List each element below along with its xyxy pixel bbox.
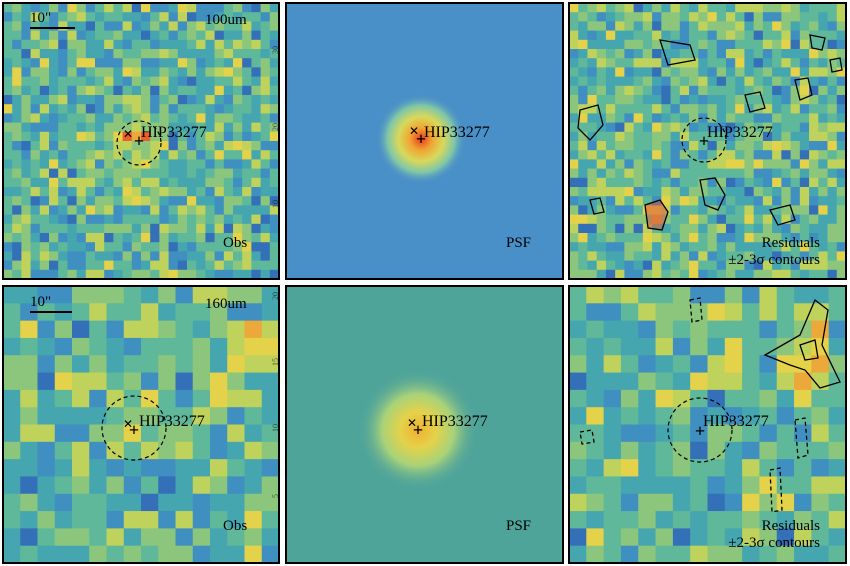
aperture-circle — [101, 395, 167, 461]
source-name-label: HIP33277 — [422, 413, 488, 430]
panel-obs-160um: 10" 160um ✕ + HIP33277 Obs — [2, 285, 280, 564]
source-name-label: HIP33277 — [703, 413, 769, 430]
plus-marker-icon: + — [695, 421, 705, 441]
band-label: 160um — [205, 296, 247, 312]
panel-obs-100um: 10" 100um ✕ + HIP33277 Obs — [2, 2, 280, 280]
source-name-label: HIP33277 — [707, 124, 773, 141]
band-label: 100um — [205, 12, 247, 28]
obs-label: Obs — [223, 518, 247, 534]
plus-marker-icon: + — [134, 131, 144, 151]
panel-residuals-100um: + HIP33277 Residuals ±2-3σ contours — [568, 2, 847, 280]
source-name-label: HIP33277 — [139, 413, 205, 430]
star-marker-icon: ✕ — [123, 417, 133, 431]
panel-psf-100um: ✕ + HIP33277 PSF 30 20 10 — [271, 2, 564, 280]
plus-marker-icon: + — [413, 420, 423, 440]
star-marker-icon: ✕ — [407, 416, 417, 430]
axis-tick-label: 20 — [271, 123, 280, 131]
residuals-label: Residuals — [762, 518, 820, 534]
scale-bar-label: 10" — [30, 294, 51, 310]
panel-psf-160um: ✕ + HIP33277 PSF 20 15 10 5 — [271, 285, 564, 564]
psf-label: PSF — [506, 235, 531, 251]
residuals-label: Residuals — [762, 235, 820, 251]
plus-marker-icon: + — [699, 131, 709, 151]
axis-tick-label: 15 — [271, 358, 280, 366]
aperture-circle — [667, 397, 733, 463]
axis-tick-label: 5 — [271, 494, 280, 498]
plus-marker-icon: + — [129, 420, 139, 440]
axis-tick-label: 10 — [271, 424, 280, 432]
star-marker-icon: ✕ — [123, 127, 133, 141]
aperture-circle — [681, 117, 727, 163]
obs-label: Obs — [223, 235, 247, 251]
psf-label: PSF — [506, 518, 531, 534]
axis-tick-label: 30 — [271, 46, 280, 54]
star-marker-icon: ✕ — [409, 124, 419, 138]
scale-bar-label: 10" — [30, 10, 51, 26]
plus-marker-icon: + — [416, 129, 426, 149]
axis-tick-label: 10 — [271, 200, 280, 208]
aperture-circle — [116, 120, 162, 166]
panel-residuals-160um: + HIP33277 Residuals ±2-3σ contours — [568, 285, 847, 564]
source-name-label: HIP33277 — [141, 124, 207, 141]
axis-tick-label: 20 — [271, 292, 280, 300]
contours-label: ±2-3σ contours — [728, 252, 820, 268]
contours-label: ±2-3σ contours — [728, 535, 820, 551]
source-name-label: HIP33277 — [424, 124, 490, 141]
